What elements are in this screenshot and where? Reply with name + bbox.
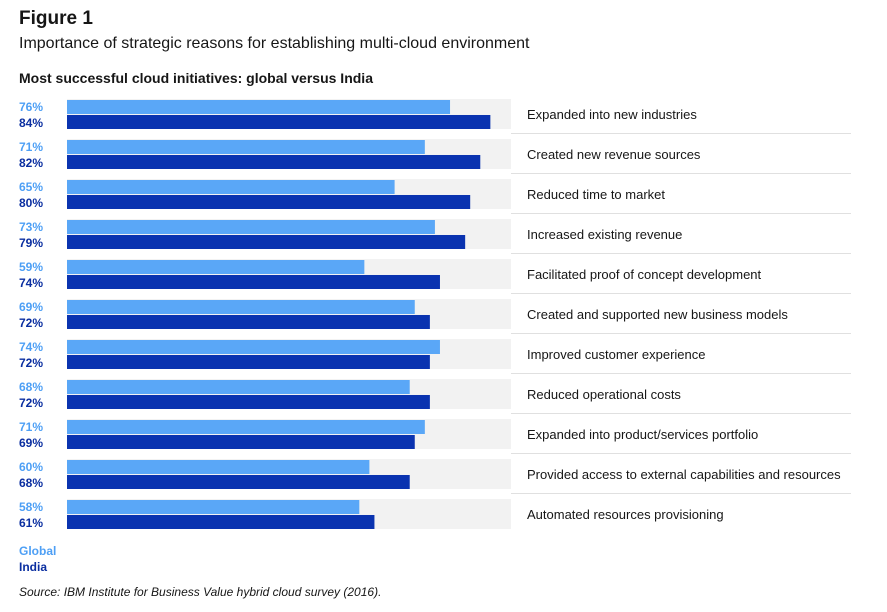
bar-india xyxy=(67,475,410,489)
category-label: Provided access to external capabilities… xyxy=(527,467,841,482)
data-label-global: 59% xyxy=(19,260,43,274)
category-label: Improved customer experience xyxy=(527,347,705,362)
bar-global xyxy=(67,340,440,354)
data-label-global: 68% xyxy=(19,380,43,394)
data-label-global: 73% xyxy=(19,220,43,234)
source-note: Source: IBM Institute for Business Value… xyxy=(19,585,382,599)
figure-label: Figure 1 xyxy=(19,8,93,29)
data-label-india: 84% xyxy=(19,116,43,130)
bar-global xyxy=(67,100,451,114)
data-label-india: 68% xyxy=(19,476,43,490)
bar-global xyxy=(67,500,360,514)
data-label-global: 71% xyxy=(19,420,43,434)
category-label: Expanded into product/services portfolio xyxy=(527,427,758,442)
category-label: Created and supported new business model… xyxy=(527,307,788,322)
category-label: Increased existing revenue xyxy=(527,227,682,242)
bar-india xyxy=(67,155,481,169)
data-label-india: 72% xyxy=(19,396,43,410)
data-label-global: 60% xyxy=(19,460,43,474)
bar-global xyxy=(67,180,395,194)
bar-global xyxy=(67,420,425,434)
data-label-india: 80% xyxy=(19,196,43,210)
chart-title: Most successful cloud initiatives: globa… xyxy=(19,70,373,86)
data-label-global: 74% xyxy=(19,340,43,354)
bar-india xyxy=(67,235,466,249)
data-label-global: 69% xyxy=(19,300,43,314)
data-label-global: 76% xyxy=(19,100,43,114)
category-label: Expanded into new industries xyxy=(527,107,697,122)
data-label-india: 61% xyxy=(19,516,43,530)
category-label: Automated resources provisioning xyxy=(527,507,724,522)
category-label: Reduced time to market xyxy=(527,187,665,202)
bar-india xyxy=(67,275,440,289)
data-label-india: 74% xyxy=(19,276,43,290)
bar-global xyxy=(67,460,370,474)
data-label-global: 58% xyxy=(19,500,43,514)
data-label-india: 82% xyxy=(19,156,43,170)
data-label-india: 72% xyxy=(19,356,43,370)
bar-global xyxy=(67,260,365,274)
bar-india xyxy=(67,395,430,409)
bar-india xyxy=(67,515,375,529)
data-label-global: 65% xyxy=(19,180,43,194)
figure-subtitle: Importance of strategic reasons for esta… xyxy=(19,35,530,52)
bar-india xyxy=(67,355,430,369)
legend-india: India xyxy=(19,560,48,574)
category-label: Reduced operational costs xyxy=(527,387,681,402)
category-label: Created new revenue sources xyxy=(527,147,701,162)
legend: Global India xyxy=(19,543,56,575)
bar-india xyxy=(67,195,471,209)
bar-india xyxy=(67,115,491,129)
bar-india xyxy=(67,315,430,329)
data-label-global: 71% xyxy=(19,140,43,154)
bar-chart: 76% 84% Expanded into new industries 71% 82%… xyxy=(19,99,851,530)
data-label-india: 72% xyxy=(19,316,43,330)
bar-global xyxy=(67,140,425,154)
bar-global xyxy=(67,220,435,234)
bar-global xyxy=(67,380,410,394)
bar-global xyxy=(67,300,415,314)
data-label-india: 79% xyxy=(19,236,43,250)
category-label: Facilitated proof of concept development xyxy=(527,267,762,282)
data-label-india: 69% xyxy=(19,436,43,450)
bar-india xyxy=(67,435,415,449)
legend-global: Global xyxy=(19,544,57,558)
